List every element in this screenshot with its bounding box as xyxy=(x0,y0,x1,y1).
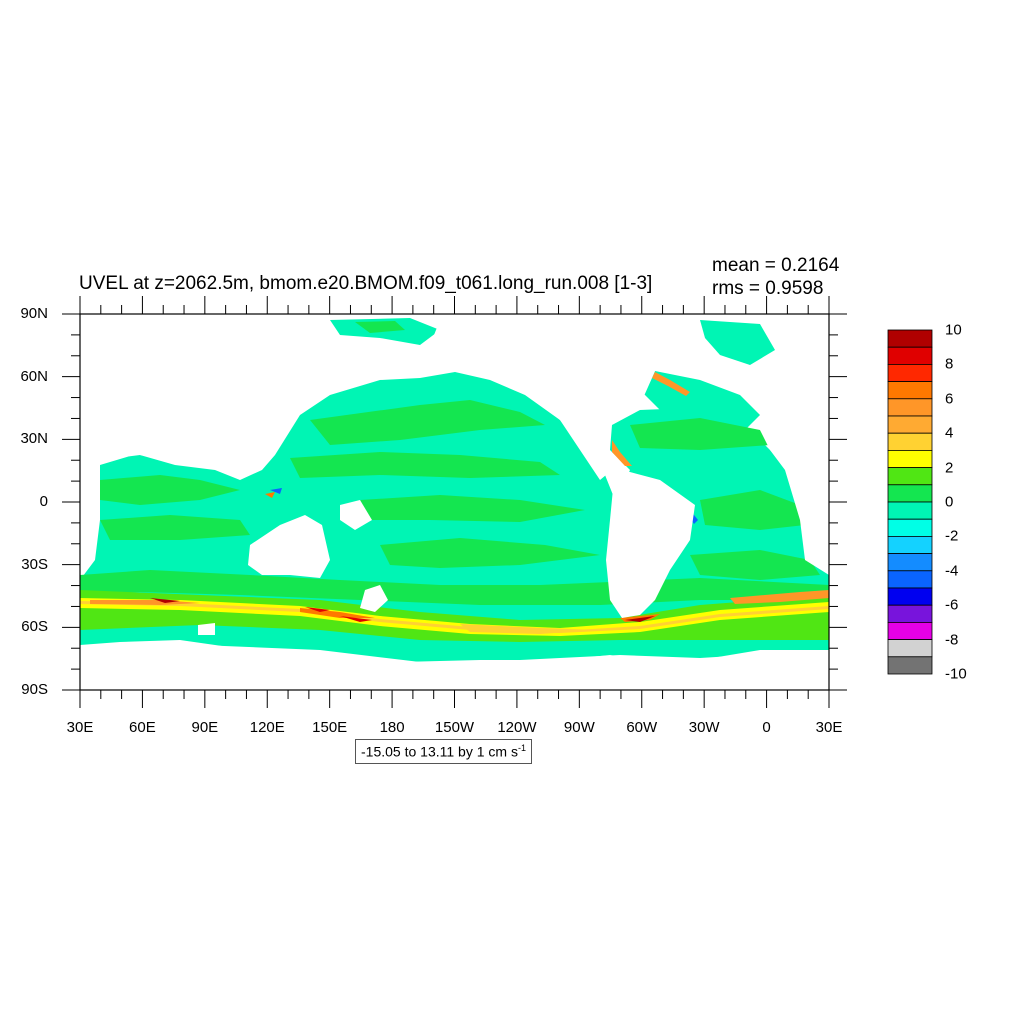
colorbar-label: 4 xyxy=(945,424,954,442)
colorbar-swatch xyxy=(887,363,933,382)
colorbar-swatch xyxy=(887,622,933,641)
colorbar-label: 2 xyxy=(945,459,954,477)
axis-ticks xyxy=(62,296,847,708)
colorbar-label: -6 xyxy=(945,596,959,614)
x-tick-label: 30E xyxy=(66,719,94,736)
y-tick-label: 60S xyxy=(21,618,48,636)
colorbar-swatch xyxy=(887,518,933,537)
x-tick-label: 0 xyxy=(762,719,771,736)
colorbar-swatch xyxy=(887,398,933,417)
colorbar-swatch xyxy=(887,415,933,434)
south-america-land xyxy=(606,468,695,618)
range-superscript: -1 xyxy=(517,743,526,753)
colorbar-label: 6 xyxy=(945,390,954,408)
colorbar-swatch xyxy=(887,329,933,348)
colorbar-swatch xyxy=(887,604,933,623)
colorbar-label: -10 xyxy=(945,665,967,683)
north-america-land xyxy=(430,318,700,480)
mean-stat: mean = 0.2164 xyxy=(712,255,840,276)
x-tick-label: 30W xyxy=(688,719,720,736)
colorbar-swatch xyxy=(887,467,933,486)
x-tick-label: 120W xyxy=(497,719,537,736)
colorbar-swatch xyxy=(887,553,933,572)
colorbar-swatch xyxy=(887,449,933,468)
asia-land xyxy=(130,318,330,470)
colorbar-label: 8 xyxy=(945,355,954,373)
rms-stat: rms = 0.9598 xyxy=(712,278,824,299)
colorbar-label: 0 xyxy=(945,493,954,511)
colorbar-swatch xyxy=(887,656,933,675)
colorbar-swatch xyxy=(887,639,933,658)
contour-range-note: -15.05 to 13.11 by 1 cm s-1 xyxy=(355,739,532,764)
y-tick-label: 60N xyxy=(20,367,48,385)
australia-land xyxy=(248,515,330,578)
y-tick-label: 90N xyxy=(20,305,48,322)
x-tick-label: 90W xyxy=(563,719,595,736)
x-tick-label: 30E xyxy=(815,719,843,736)
colorbar-swatch xyxy=(887,587,933,606)
x-tick-label: 60E xyxy=(129,719,156,736)
colorbar-swatch xyxy=(887,484,933,503)
y-tick-label: 30N xyxy=(20,430,48,448)
colorbar xyxy=(887,329,933,675)
y-tick-label: 90S xyxy=(21,681,48,698)
x-tick-label: 60W xyxy=(626,719,658,736)
x-tick-label: 150E xyxy=(312,719,348,736)
colorbar-swatch xyxy=(887,346,933,365)
x-tick-label: 150W xyxy=(434,719,475,736)
colorbar-swatch xyxy=(887,536,933,555)
y-tick-label: 30S xyxy=(21,555,48,573)
colorbar-swatch xyxy=(887,381,933,400)
colorbar-swatch xyxy=(887,570,933,589)
range-text: -15.05 to 13.11 by 1 cm s xyxy=(361,743,518,760)
colorbar-label: -4 xyxy=(945,562,959,580)
colorbar-label: 10 xyxy=(945,321,962,339)
new-zealand-land xyxy=(360,585,388,612)
colorbar-label: -8 xyxy=(945,631,959,649)
colorbar-swatch xyxy=(887,432,933,451)
colorbar-label: -2 xyxy=(945,527,959,545)
y-tick-label: 0 xyxy=(39,493,48,510)
ocean-field xyxy=(80,318,829,690)
x-tick-label: 120E xyxy=(249,719,285,736)
colorbar-swatch xyxy=(887,501,933,520)
plot-title: UVEL at z=2062.5m, bmom.e20.BMOM.f09_t06… xyxy=(79,273,653,294)
europe-africa-land xyxy=(760,420,829,575)
antarctica-land xyxy=(80,645,829,690)
x-tick-label: 180 xyxy=(379,719,405,736)
x-tick-label: 90E xyxy=(191,719,219,736)
